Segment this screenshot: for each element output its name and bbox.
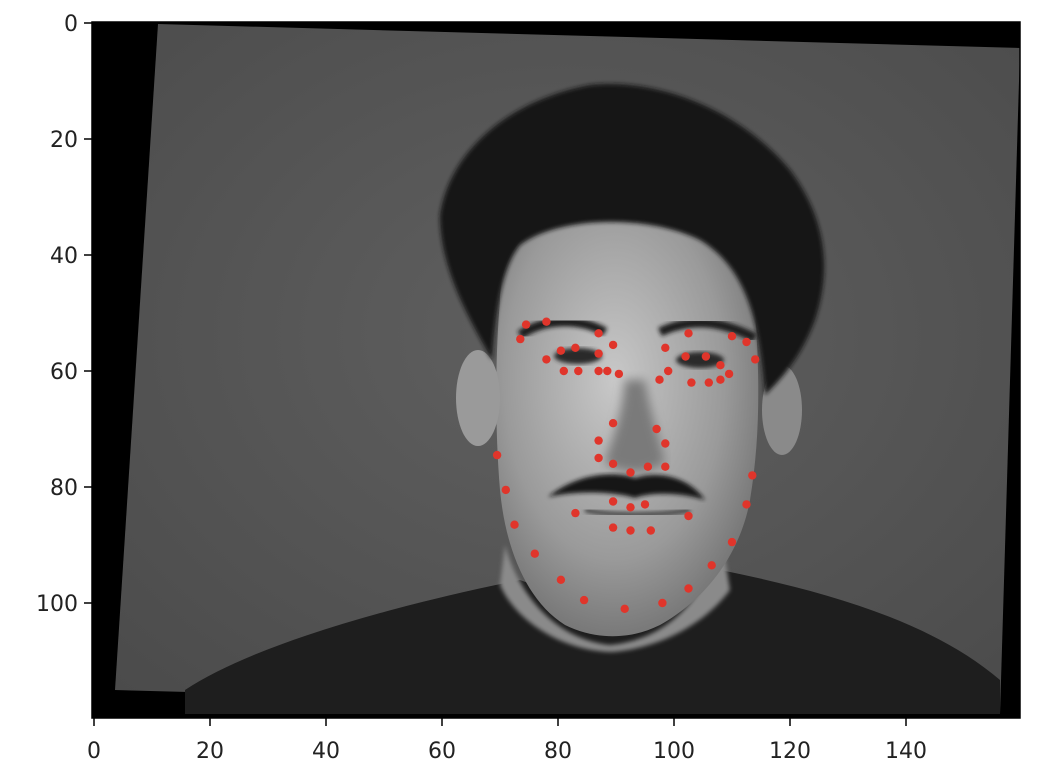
x-tick-label: 120 [769, 739, 811, 764]
landmark-point [727, 537, 737, 547]
x-tick-label: 0 [87, 739, 101, 764]
hair [440, 84, 825, 395]
landmark-point [661, 343, 670, 352]
landmark-point [646, 526, 655, 535]
landmark-point [742, 337, 751, 347]
left-eye [554, 348, 602, 364]
axes-frame [91, 21, 1021, 719]
image-area [92, 22, 1020, 718]
landmark-point [661, 439, 670, 448]
landmark-point [640, 500, 650, 509]
landmark-point [571, 343, 580, 352]
landmark-point [684, 329, 693, 338]
mustache [548, 474, 705, 500]
landmark-point [626, 468, 635, 477]
landmark-point [521, 320, 531, 329]
landmark-layer [492, 317, 760, 613]
landmark-point [724, 369, 734, 379]
landmark-point [727, 332, 737, 341]
landmark-point [594, 349, 603, 358]
y-tick-label: 20 [50, 128, 78, 153]
y-tick-label: 100 [36, 592, 78, 617]
x-tick-label: 40 [312, 739, 340, 764]
landmark-point [687, 378, 696, 387]
landmark-point [751, 355, 760, 364]
landmark-point [661, 462, 670, 471]
landmark-point [684, 511, 693, 521]
landmark-point [620, 604, 629, 613]
landmark-point [556, 575, 566, 584]
landmark-point [501, 485, 510, 495]
landmark-point [716, 375, 725, 384]
right-eyebrow [658, 318, 758, 343]
landmark-point [707, 561, 716, 570]
landmark-point [643, 462, 653, 471]
landmark-point [579, 595, 589, 605]
x-axis: 0 20 40 60 80 100 120 140 [87, 718, 927, 764]
landmark-point [748, 471, 757, 480]
x-tick-label: 60 [428, 739, 456, 764]
landmark-point [594, 329, 603, 338]
landmark-point [594, 366, 603, 376]
landmark-point [594, 436, 603, 445]
y-tick-label: 80 [50, 476, 78, 501]
left-ear [456, 350, 500, 446]
landmark-point [664, 366, 673, 376]
landmark-point [556, 346, 566, 355]
landmark-point [608, 523, 618, 532]
landmark-point [704, 378, 713, 387]
landmark-point [614, 369, 624, 379]
landmark-point [742, 500, 751, 509]
x-tick-label: 80 [544, 739, 572, 764]
x-tick-label: 20 [196, 739, 224, 764]
landmark-point [594, 453, 603, 463]
landmark-point [681, 352, 690, 361]
landmark-point [608, 497, 618, 506]
landmark-point [571, 508, 580, 518]
x-tick-label: 140 [885, 739, 927, 764]
landmark-point [626, 526, 635, 535]
landmark-point [608, 340, 618, 350]
mouth [584, 508, 691, 517]
landmark-point [655, 375, 664, 384]
landmark-point [608, 459, 618, 468]
landmark-point [716, 361, 725, 370]
landmark-point [510, 520, 519, 529]
landmark-point [684, 584, 693, 593]
nose [605, 380, 665, 472]
landmark-point [530, 549, 539, 558]
neck [500, 540, 730, 652]
landmark-point [603, 366, 612, 376]
landmark-point [652, 424, 661, 434]
y-tick-label: 0 [64, 12, 78, 37]
landmark-point [559, 366, 568, 376]
landmark-point [542, 317, 551, 326]
landmark-point [492, 450, 502, 460]
landmark-point [608, 419, 618, 428]
y-tick-label: 40 [50, 244, 78, 269]
landmark-point [658, 598, 667, 608]
y-axis: 0 20 40 60 80 100 [36, 12, 92, 617]
left-eyebrow [517, 317, 608, 339]
landmark-point [701, 352, 711, 361]
y-tick-label: 60 [50, 360, 78, 385]
landmark-point [574, 366, 583, 376]
landmark-point [516, 334, 525, 344]
landmark-point [542, 355, 551, 364]
x-tick-label: 100 [653, 739, 695, 764]
landmark-point [626, 503, 635, 512]
